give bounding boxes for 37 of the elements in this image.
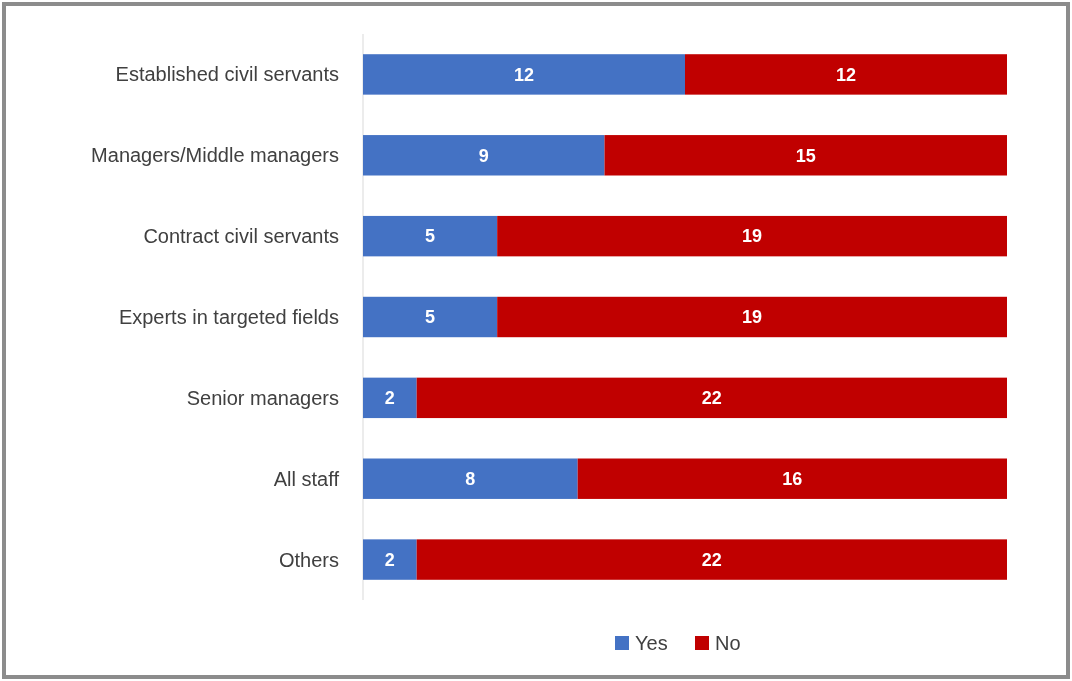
data-label: 2	[384, 549, 395, 570]
y-tick-label: Managers/Middle managers	[91, 144, 339, 167]
bar	[363, 215, 498, 257]
data-label: 22	[701, 549, 722, 570]
legend-label: No	[715, 632, 741, 654]
data-label: 12	[835, 64, 857, 85]
bar	[604, 135, 1007, 176]
data-label: 22	[701, 388, 722, 409]
bar	[363, 135, 605, 176]
data-label: 19	[742, 226, 763, 247]
data-label: 12	[513, 64, 535, 85]
bar	[685, 54, 1007, 95]
bar	[363, 539, 417, 580]
bar	[416, 539, 1007, 580]
data-label: 8	[465, 469, 476, 490]
data-label: 2	[384, 388, 395, 409]
bar	[363, 377, 417, 419]
y-tick-label: Contract civil servants	[143, 225, 339, 248]
data-label: 5	[425, 226, 436, 247]
bar	[363, 458, 578, 499]
y-tick-label: Established civil servants	[115, 63, 339, 86]
bar	[497, 215, 1007, 257]
data-label: 5	[425, 307, 436, 328]
bar	[363, 54, 685, 95]
data-label: 19	[742, 307, 763, 328]
bar	[577, 458, 1007, 499]
bar	[497, 296, 1007, 338]
bar	[363, 296, 498, 338]
y-tick-label: Senior managers	[186, 386, 339, 409]
bar	[416, 377, 1007, 419]
data-label: 9	[478, 145, 489, 166]
y-tick-label: All staff	[273, 467, 340, 490]
y-tick-label: Others	[278, 548, 339, 571]
data-label: 15	[795, 145, 816, 166]
data-label: 16	[782, 469, 803, 490]
y-tick-label: Experts in targeted fields	[118, 306, 339, 328]
legend-label: Yes	[635, 632, 668, 654]
